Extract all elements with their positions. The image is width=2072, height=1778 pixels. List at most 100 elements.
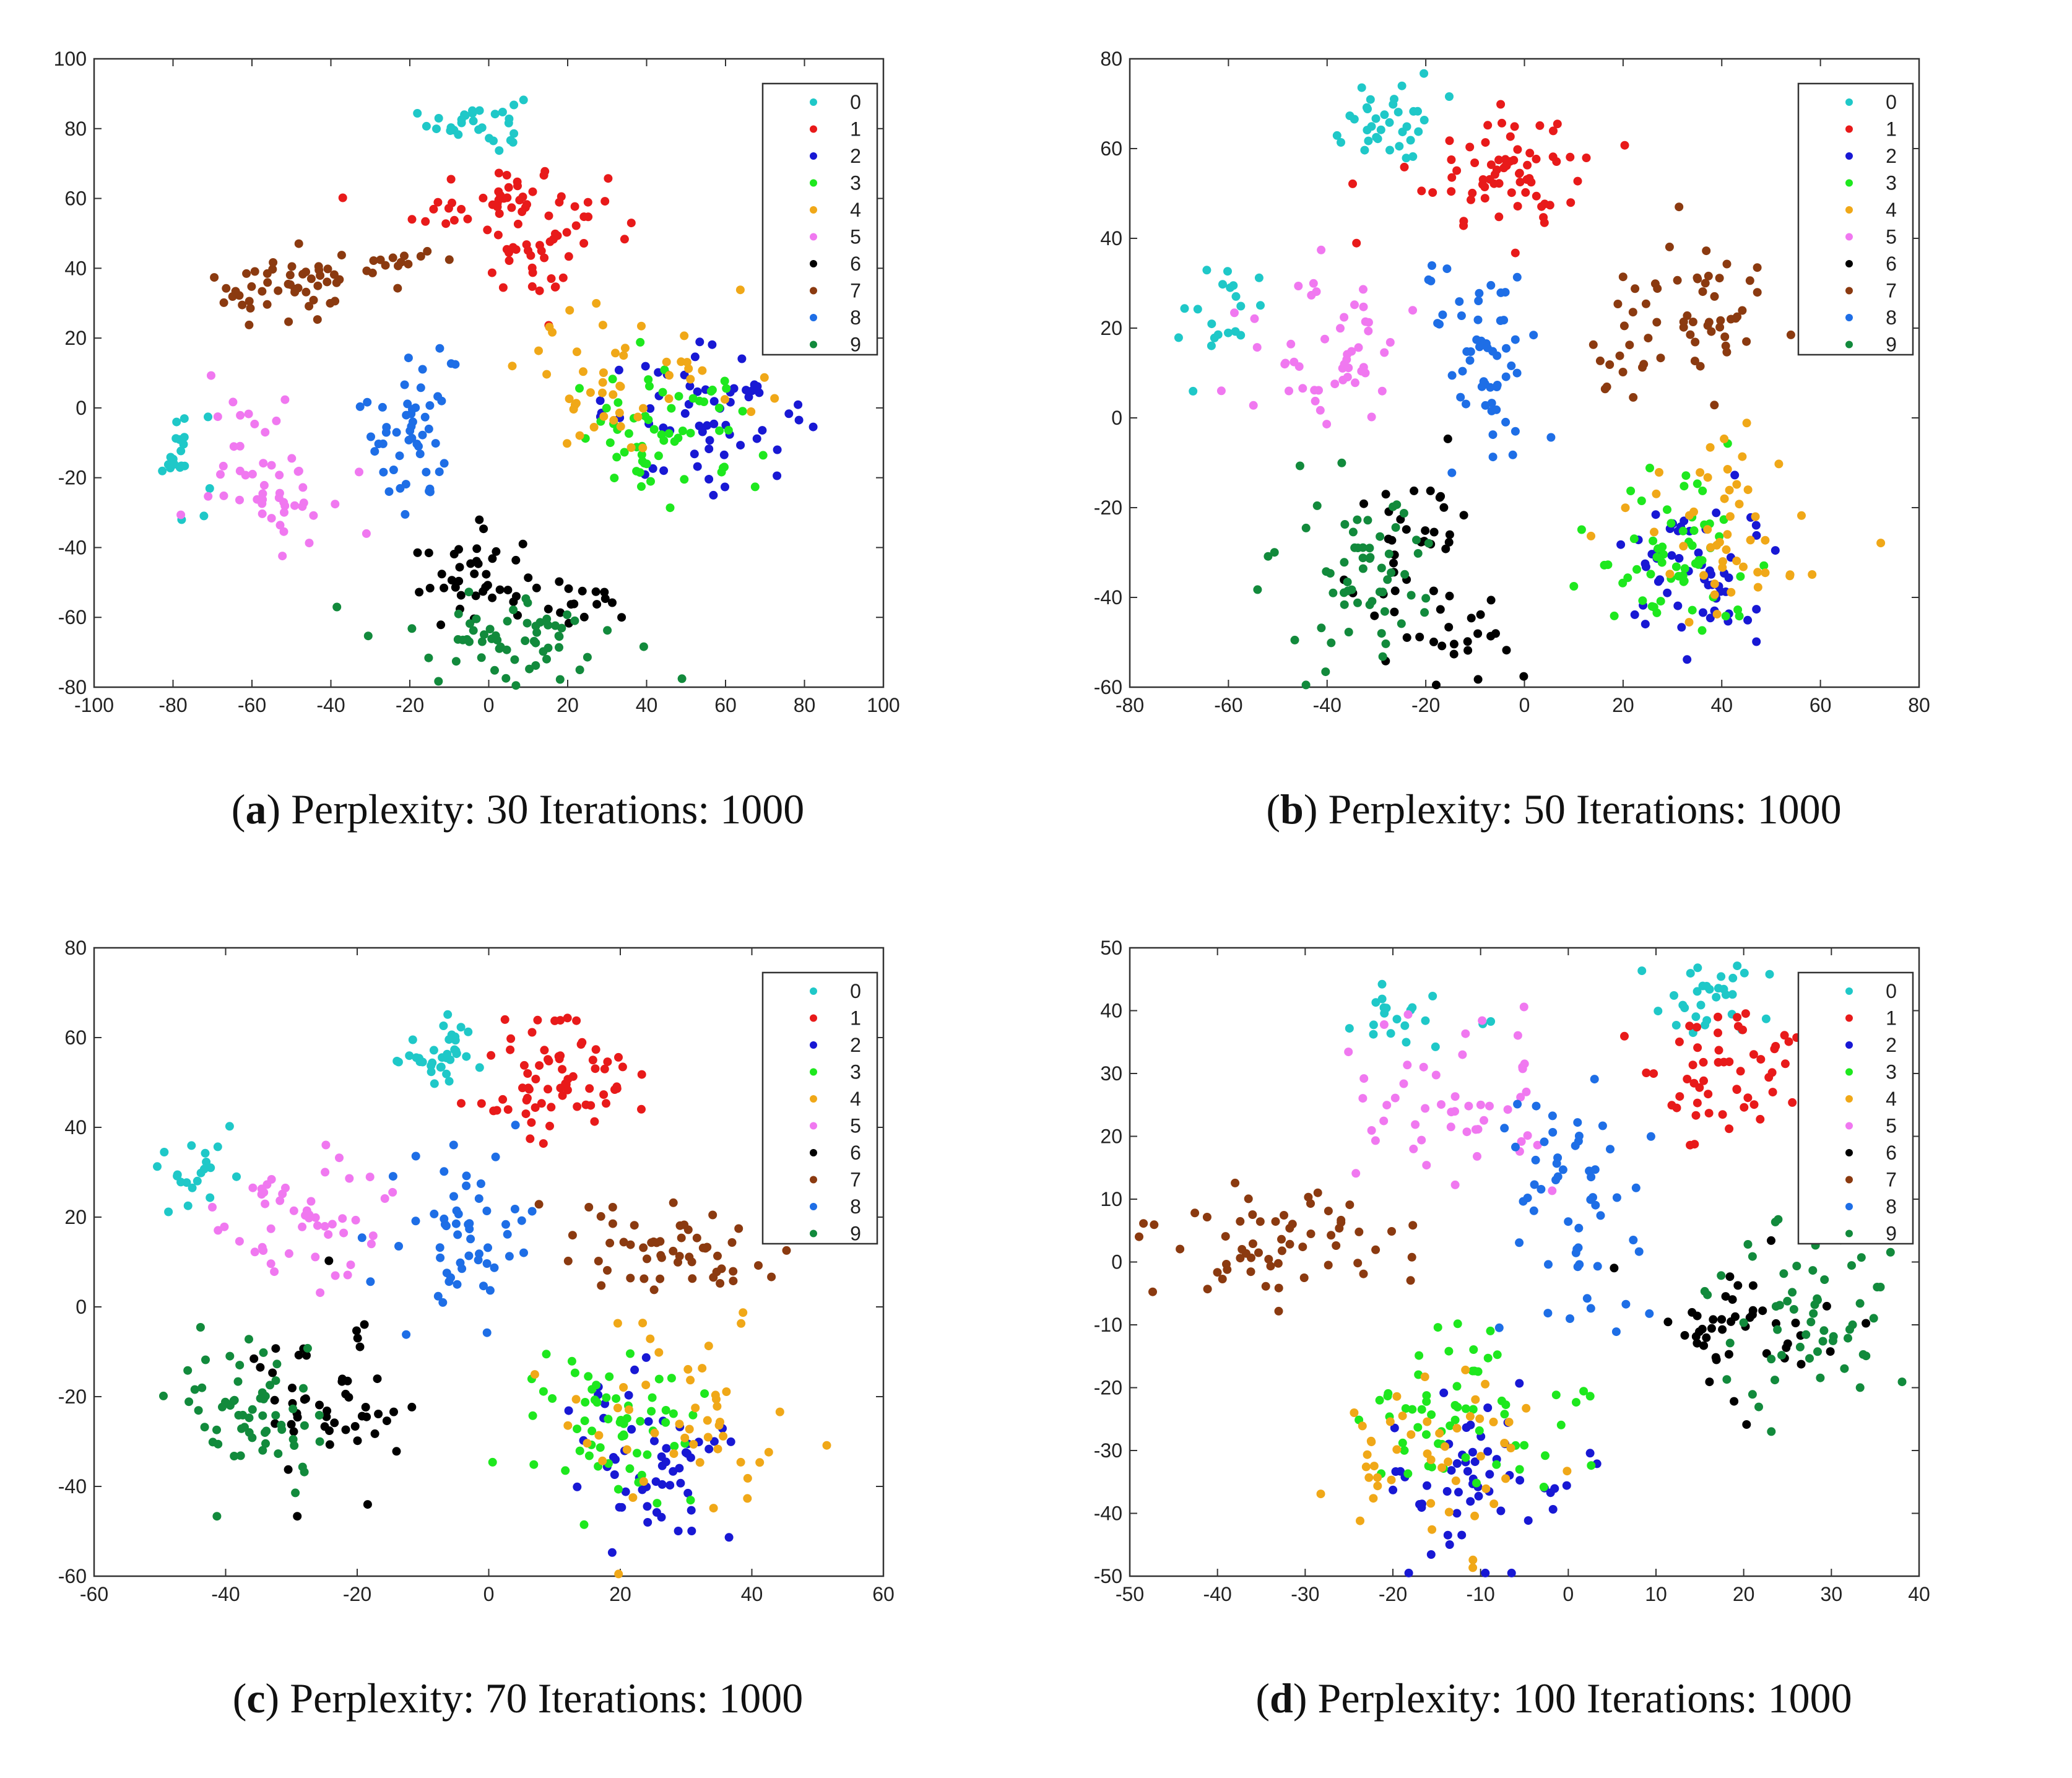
point-digit-6 [449,550,459,558]
point-digit-3 [1422,1397,1431,1406]
point-digit-6 [1415,633,1424,641]
point-digit-9 [1322,567,1331,576]
point-digit-9 [1407,591,1416,600]
point-digit-8 [1455,297,1464,306]
point-digit-1 [526,1134,535,1143]
point-digit-2 [1630,610,1639,619]
point-digit-1 [1481,138,1490,147]
legend-marker-8 [810,314,817,321]
point-digit-5 [388,1187,397,1197]
point-digit-1 [1478,175,1488,184]
point-digit-5 [236,410,245,420]
point-digit-8 [1428,261,1436,270]
x-tick-label-c: 0 [483,1583,495,1605]
point-digit-7 [605,1238,615,1247]
x-tick-label-b: -40 [1313,694,1342,716]
point-digit-3 [1408,1405,1417,1414]
point-digit-5 [351,1215,360,1225]
point-digit-4 [613,1403,622,1413]
point-digit-1 [444,204,453,213]
point-digit-5 [302,1206,311,1215]
point-digit-8 [1571,1248,1580,1257]
point-digit-7 [1638,363,1647,372]
point-digit-9 [1321,667,1330,677]
point-digit-5 [1340,360,1349,369]
point-digit-1 [544,1085,552,1094]
point-digit-0 [1337,138,1345,147]
point-digit-1 [540,253,549,262]
point-digit-7 [669,1246,678,1255]
point-digit-7 [1387,1227,1396,1236]
point-digit-6 [1384,534,1393,544]
point-digit-9 [1767,1355,1776,1364]
point-digit-3 [661,1418,670,1427]
point-digit-7 [608,1203,617,1212]
point-digit-4 [680,331,689,340]
point-digit-4 [598,1456,607,1465]
point-digit-8 [1508,450,1517,459]
point-digit-6 [512,592,521,601]
point-digit-3 [1492,1460,1501,1469]
point-digit-4 [637,321,646,331]
point-digit-6 [337,1377,347,1386]
point-digit-4 [1722,545,1731,554]
point-digit-4 [664,394,674,403]
point-digit-8 [1574,1223,1584,1233]
point-digit-9 [1748,1390,1757,1399]
point-digit-3 [1422,1391,1431,1400]
legend-label-9: 9 [850,334,861,356]
x-tick-label-a: 80 [794,694,816,716]
point-digit-2 [704,1444,714,1454]
y-tick-label-d: 0 [1111,1251,1122,1273]
point-digit-0 [475,106,484,115]
point-digit-5 [253,495,262,504]
point-digit-3 [561,1466,570,1475]
point-digit-8 [1511,1142,1520,1151]
point-digit-2 [773,471,782,480]
point-digit-4 [508,362,517,371]
point-digit-7 [568,1231,577,1240]
point-digit-7 [316,271,325,280]
point-digit-0 [1705,985,1714,994]
point-digit-2 [705,436,714,445]
point-digit-3 [652,1499,662,1508]
point-digit-9 [554,631,563,641]
point-digit-1 [1699,1076,1708,1085]
point-digit-4 [662,357,671,366]
point-digit-0 [1686,969,1695,978]
point-digit-0 [1395,142,1404,151]
point-digit-8 [1473,315,1483,324]
point-digit-0 [199,511,209,521]
point-digit-6 [1445,530,1454,539]
point-digit-8 [395,451,404,461]
legend-label-1: 1 [1886,1007,1897,1030]
point-digit-3 [1469,1345,1478,1354]
point-digit-4 [575,431,584,440]
point-digit-0 [1213,330,1223,339]
point-digit-2 [675,1464,684,1473]
point-digit-1 [571,221,581,230]
point-digit-8 [1442,264,1452,274]
point-digit-1 [1649,1069,1658,1078]
point-digit-0 [1377,994,1387,1004]
x-tick-label-d: -40 [1203,1583,1232,1605]
point-digit-0 [464,1027,473,1036]
point-digit-4 [563,439,571,448]
point-digit-1 [539,1139,548,1148]
point-digit-3 [738,407,747,416]
point-digit-7 [337,251,346,260]
point-digit-4 [683,1364,693,1374]
point-digit-7 [729,1267,738,1276]
point-digit-4 [1437,1463,1447,1472]
point-digit-8 [418,430,427,440]
point-digit-1 [1506,157,1515,166]
point-digit-6 [1721,1292,1730,1301]
point-digit-8 [449,1140,458,1150]
point-digit-3 [758,451,768,460]
point-digit-9 [363,631,373,641]
point-digit-6 [617,613,626,622]
point-digit-9 [201,1355,210,1364]
point-digit-3 [1422,1430,1431,1439]
point-digit-1 [535,241,544,250]
point-digit-8 [1512,272,1522,282]
